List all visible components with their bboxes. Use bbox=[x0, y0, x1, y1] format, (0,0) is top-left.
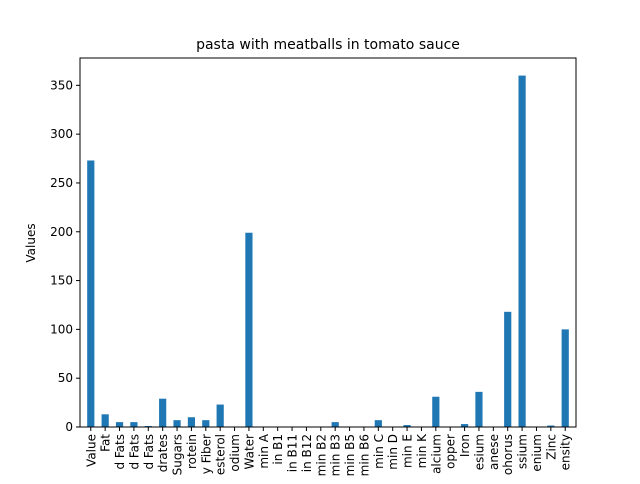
x-tick-label: odium bbox=[228, 434, 242, 472]
x-tick-label: esterol bbox=[214, 434, 228, 475]
y-tick-label: 150 bbox=[50, 274, 73, 288]
bar bbox=[159, 399, 166, 427]
bar bbox=[87, 161, 94, 428]
x-tick-label: Iron bbox=[458, 434, 472, 457]
x-tick-label: Value bbox=[84, 434, 98, 467]
y-tick-label: 250 bbox=[50, 176, 73, 190]
bar bbox=[245, 233, 252, 427]
x-tick-label: in B11 bbox=[286, 434, 300, 472]
x-tick-label: y Fiber bbox=[199, 434, 213, 474]
x-tick-label: Water bbox=[242, 434, 256, 470]
x-tick-label: rotein bbox=[185, 434, 199, 469]
bar bbox=[202, 420, 209, 427]
bar bbox=[217, 405, 224, 427]
bar bbox=[518, 76, 525, 427]
x-tick-label: d Fats bbox=[142, 434, 156, 470]
x-tick-label: min C bbox=[372, 434, 386, 469]
y-axis-label: Values bbox=[24, 223, 38, 262]
x-tick-label: drates bbox=[156, 434, 170, 472]
bar bbox=[130, 422, 137, 427]
x-tick-label: min A bbox=[257, 433, 271, 468]
x-tick-label: min B5 bbox=[343, 434, 357, 476]
y-tick-label: 200 bbox=[50, 225, 73, 239]
bar bbox=[102, 414, 109, 427]
x-tick-label: opper bbox=[444, 434, 458, 469]
y-tick-label: 50 bbox=[58, 371, 73, 385]
x-tick-label: min B2 bbox=[314, 434, 328, 476]
x-tick-label: ssium bbox=[516, 434, 530, 469]
bar bbox=[375, 420, 382, 427]
y-tick-label: 100 bbox=[50, 322, 73, 336]
bar bbox=[475, 392, 482, 427]
bar bbox=[116, 422, 123, 427]
y-tick-label: 0 bbox=[65, 420, 73, 434]
x-tick-label: enium bbox=[530, 434, 544, 472]
x-tick-label: min K bbox=[415, 433, 429, 468]
x-tick-label: min D bbox=[386, 434, 400, 470]
x-tick-label: esium bbox=[472, 434, 486, 470]
x-tick-label: in B12 bbox=[300, 434, 314, 472]
x-tick-label: ohorus bbox=[501, 434, 515, 475]
bar bbox=[504, 312, 511, 427]
x-tick-label: ensity bbox=[559, 434, 573, 470]
x-tick-label: min B3 bbox=[329, 434, 343, 476]
x-tick-label: d Fats bbox=[113, 434, 127, 470]
x-tick-label: alcium bbox=[429, 434, 443, 474]
x-tick-label: Fat bbox=[99, 434, 113, 452]
bar bbox=[432, 397, 439, 427]
x-tick-label: min B6 bbox=[357, 434, 371, 476]
x-tick-label: min E bbox=[401, 434, 415, 468]
x-tick-label: Zinc bbox=[544, 434, 558, 460]
y-tick-label: 350 bbox=[50, 78, 73, 92]
x-tick-label: anese bbox=[487, 434, 501, 470]
x-tick-label: Sugars bbox=[171, 434, 185, 475]
x-tick-label: in B1 bbox=[271, 434, 285, 465]
bar bbox=[188, 417, 195, 427]
bar bbox=[332, 422, 339, 427]
bar bbox=[173, 420, 180, 427]
bar bbox=[562, 329, 569, 427]
y-tick-label: 300 bbox=[50, 127, 73, 141]
chart-title: pasta with meatballs in tomato sauce bbox=[196, 37, 460, 53]
x-tick-label: d Fats bbox=[127, 434, 141, 470]
